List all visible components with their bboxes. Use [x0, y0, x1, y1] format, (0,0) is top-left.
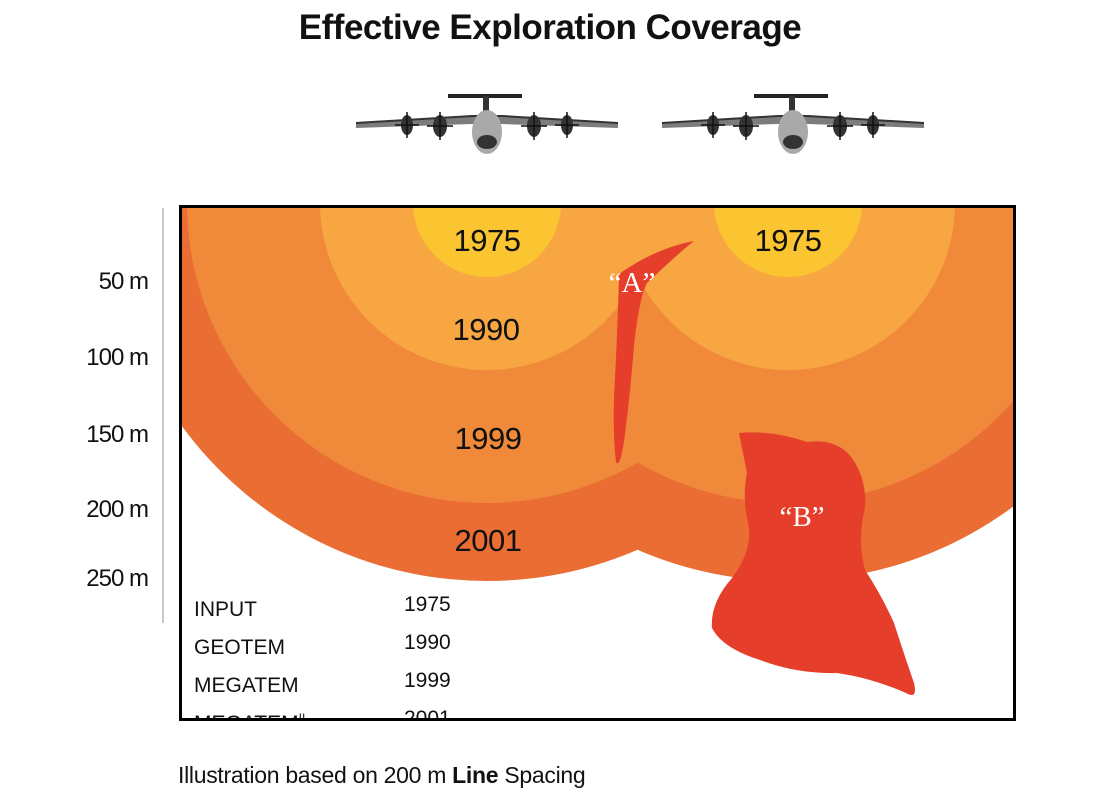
- legend-year: 1975: [404, 593, 451, 616]
- anomaly-a-body: [613, 241, 694, 464]
- anomaly-b-label: “B”: [779, 501, 825, 533]
- coverage-zones: [182, 208, 1013, 696]
- legend-system: MEGATEMII: [194, 711, 306, 721]
- page-title: Effective Exploration Coverage: [298, 8, 802, 47]
- depth-label-50: 50 m: [98, 268, 149, 295]
- legend-row: MEGATEM 1999: [194, 664, 451, 702]
- depth-label-150: 150 m: [86, 421, 149, 448]
- legend: INPUT 1975 GEOTEM 1990 MEGATEM 1999 MEGA…: [194, 588, 451, 721]
- zone-1990-left: [320, 208, 654, 370]
- legend-system: GEOTEM: [194, 636, 286, 659]
- legend-system: MEGATEM: [194, 674, 299, 697]
- legend-year: 1990: [404, 631, 451, 654]
- zone-1990-right: [621, 208, 955, 370]
- depth-label-200: 200 m: [86, 496, 149, 523]
- aircraft-right-icon: [661, 94, 925, 154]
- zone-label-1999: 1999: [454, 421, 522, 456]
- legend-year: 2001: [404, 707, 451, 721]
- zone-1975-left: [413, 208, 561, 277]
- legend-row: GEOTEM 1990: [194, 626, 451, 664]
- coverage-panel: 1975 1975 1990 1999 2001 “A” “B” INPUT 1…: [179, 205, 1016, 721]
- legend-row: MEGATEMII 2001: [194, 702, 451, 721]
- zone-label-1990: 1990: [452, 312, 520, 347]
- zone-label-1975-left: 1975: [453, 223, 521, 258]
- depth-label-250: 250 m: [86, 565, 149, 592]
- zone-label-1975-right: 1975: [754, 223, 822, 258]
- zone-label-2001: 2001: [454, 523, 522, 558]
- zone-1975-right: [714, 208, 862, 277]
- legend-row: INPUT 1975: [194, 588, 451, 626]
- anomaly-a-label: “A”: [608, 267, 656, 299]
- anomaly-b-body: [711, 432, 915, 696]
- legend-system: INPUT: [194, 598, 257, 621]
- caption: Illustration based on 200 m Line Spacing: [178, 762, 586, 788]
- legend-year: 1999: [404, 669, 451, 692]
- depth-axis: [162, 208, 164, 623]
- depth-label-100: 100 m: [86, 344, 149, 371]
- aircraft-left-icon: [355, 94, 619, 154]
